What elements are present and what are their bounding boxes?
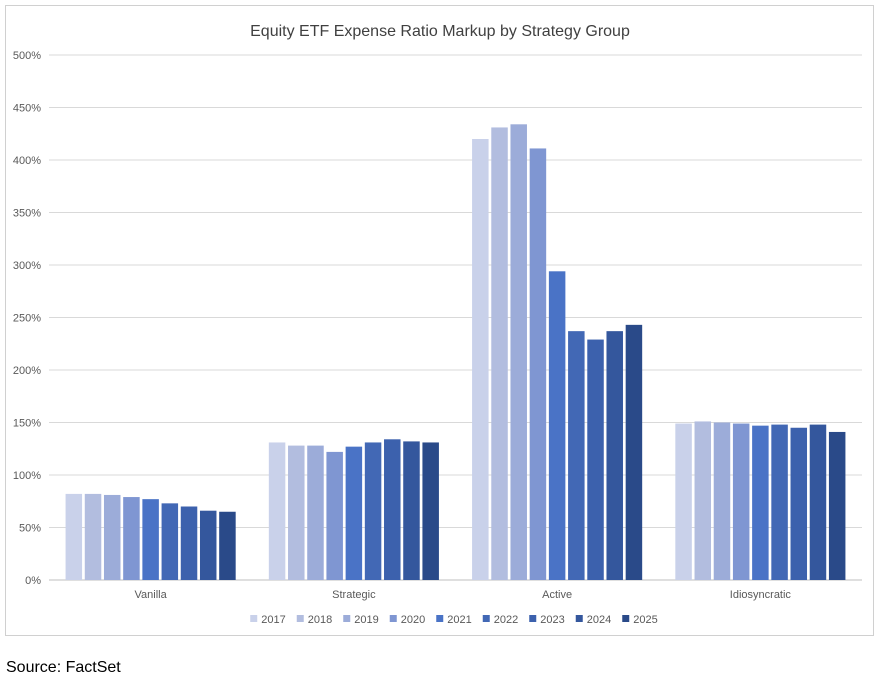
bar-idiosyncratic-2024 — [809, 424, 827, 580]
bar-strategic-2020 — [326, 451, 343, 580]
bar-idiosyncratic-2023 — [790, 427, 808, 580]
legend-label: 2022 — [494, 614, 518, 626]
legend: 2017 2018 2019 2020 2021 2022 2023 2024 2025 — [250, 614, 658, 626]
bar-strategic-2018 — [288, 445, 305, 580]
y-tick-label: 300% — [13, 260, 41, 272]
legend-label: 2017 — [261, 614, 285, 626]
bar-strategic-2021 — [345, 446, 363, 580]
legend-item: 2024 — [575, 614, 611, 626]
legend-swatch — [389, 615, 397, 622]
bar-strategic-2019 — [307, 445, 324, 580]
bar-idiosyncratic-2018 — [694, 421, 712, 580]
bar-idiosyncratic-2025 — [828, 431, 846, 580]
category-labels: Vanilla Strategic Active Idiosyncratic — [135, 589, 792, 601]
legend-label: 2021 — [447, 614, 471, 626]
bar-active-2018 — [491, 127, 508, 580]
legend-item: 2022 — [482, 614, 518, 626]
legend-swatch — [529, 615, 537, 622]
bar-idiosyncratic-2022 — [771, 424, 788, 580]
x-category-label: Vanilla — [135, 589, 168, 601]
bar-vanilla-2017 — [65, 493, 83, 580]
y-tick-label: 500% — [13, 50, 41, 62]
bar-strategic-2025 — [422, 442, 439, 580]
legend-swatch — [622, 615, 630, 622]
bar-active-2023 — [587, 339, 604, 580]
legend-label: 2019 — [354, 614, 378, 626]
y-tick-label: 150% — [13, 418, 41, 430]
legend-label: 2024 — [587, 614, 611, 626]
legend-label: 2020 — [401, 614, 425, 626]
y-tick-label: 200% — [13, 365, 41, 377]
legend-label: 2025 — [633, 614, 657, 626]
x-category-label: Active — [542, 589, 572, 601]
legend-swatch — [343, 615, 351, 622]
bar-vanilla-2025 — [219, 511, 236, 580]
legend-item: 2025 — [622, 614, 658, 626]
x-category-label: Strategic — [332, 589, 376, 601]
legend-label: 2018 — [308, 614, 332, 626]
legend-item: 2017 — [250, 614, 286, 626]
bar-vanilla-2019 — [103, 494, 121, 580]
source-note: Source: FactSet — [6, 659, 121, 676]
bar-idiosyncratic-2021 — [752, 425, 769, 580]
y-tick-label: 400% — [13, 155, 41, 167]
bar-vanilla-2020 — [123, 497, 140, 580]
y-tick-label: 350% — [13, 208, 41, 220]
legend-swatch — [250, 615, 258, 622]
y-tick-label: 250% — [13, 313, 41, 325]
chart-svg: Equity ETF Expense Ratio Markup by Strat… — [13, 23, 862, 626]
legend-swatch — [436, 615, 444, 622]
legend-item: 2019 — [343, 614, 379, 626]
bar-active-2024 — [606, 331, 623, 580]
bar-active-2020 — [529, 148, 547, 580]
legend-swatch — [296, 615, 304, 622]
bar-strategic-2024 — [403, 441, 420, 580]
chart-title: Equity ETF Expense Ratio Markup by Strat… — [250, 23, 630, 40]
bar-active-2017 — [472, 139, 489, 580]
legend-item: 2023 — [529, 614, 565, 626]
legend-swatch — [575, 615, 583, 622]
bar-strategic-2022 — [364, 442, 382, 580]
legend-item: 2021 — [436, 614, 472, 626]
bar-idiosyncratic-2019 — [713, 422, 731, 580]
bar-strategic-2017 — [268, 442, 286, 580]
legend-swatch — [482, 615, 490, 622]
chart-frame: Equity ETF Expense Ratio Markup by Strat… — [5, 5, 874, 636]
x-category-label: Idiosyncratic — [730, 589, 792, 601]
y-tick-label: 100% — [13, 470, 41, 482]
bar-vanilla-2021 — [142, 499, 159, 580]
bar-active-2019 — [510, 124, 527, 581]
y-tick-label: 0% — [25, 575, 41, 587]
bar-idiosyncratic-2020 — [732, 423, 750, 580]
bar-vanilla-2024 — [199, 510, 217, 580]
y-axis-ticks: 0% 50% 100% 150% 200% 250% 300% 350% 400% 450% 500… — [13, 50, 41, 587]
y-tick-label: 50% — [19, 523, 41, 535]
bar-strategic-2023 — [384, 439, 401, 580]
bar-vanilla-2018 — [84, 493, 102, 580]
legend-label: 2023 — [540, 614, 564, 626]
bar-vanilla-2022 — [161, 503, 179, 580]
legend-item: 2018 — [296, 614, 332, 626]
y-tick-label: 450% — [13, 103, 41, 115]
bar-active-2021 — [548, 271, 566, 580]
bar-active-2022 — [568, 331, 585, 580]
bars — [65, 124, 846, 581]
legend-item: 2020 — [389, 614, 425, 626]
bar-vanilla-2023 — [180, 506, 198, 580]
bar-active-2025 — [625, 324, 643, 580]
bar-idiosyncratic-2017 — [675, 423, 692, 580]
